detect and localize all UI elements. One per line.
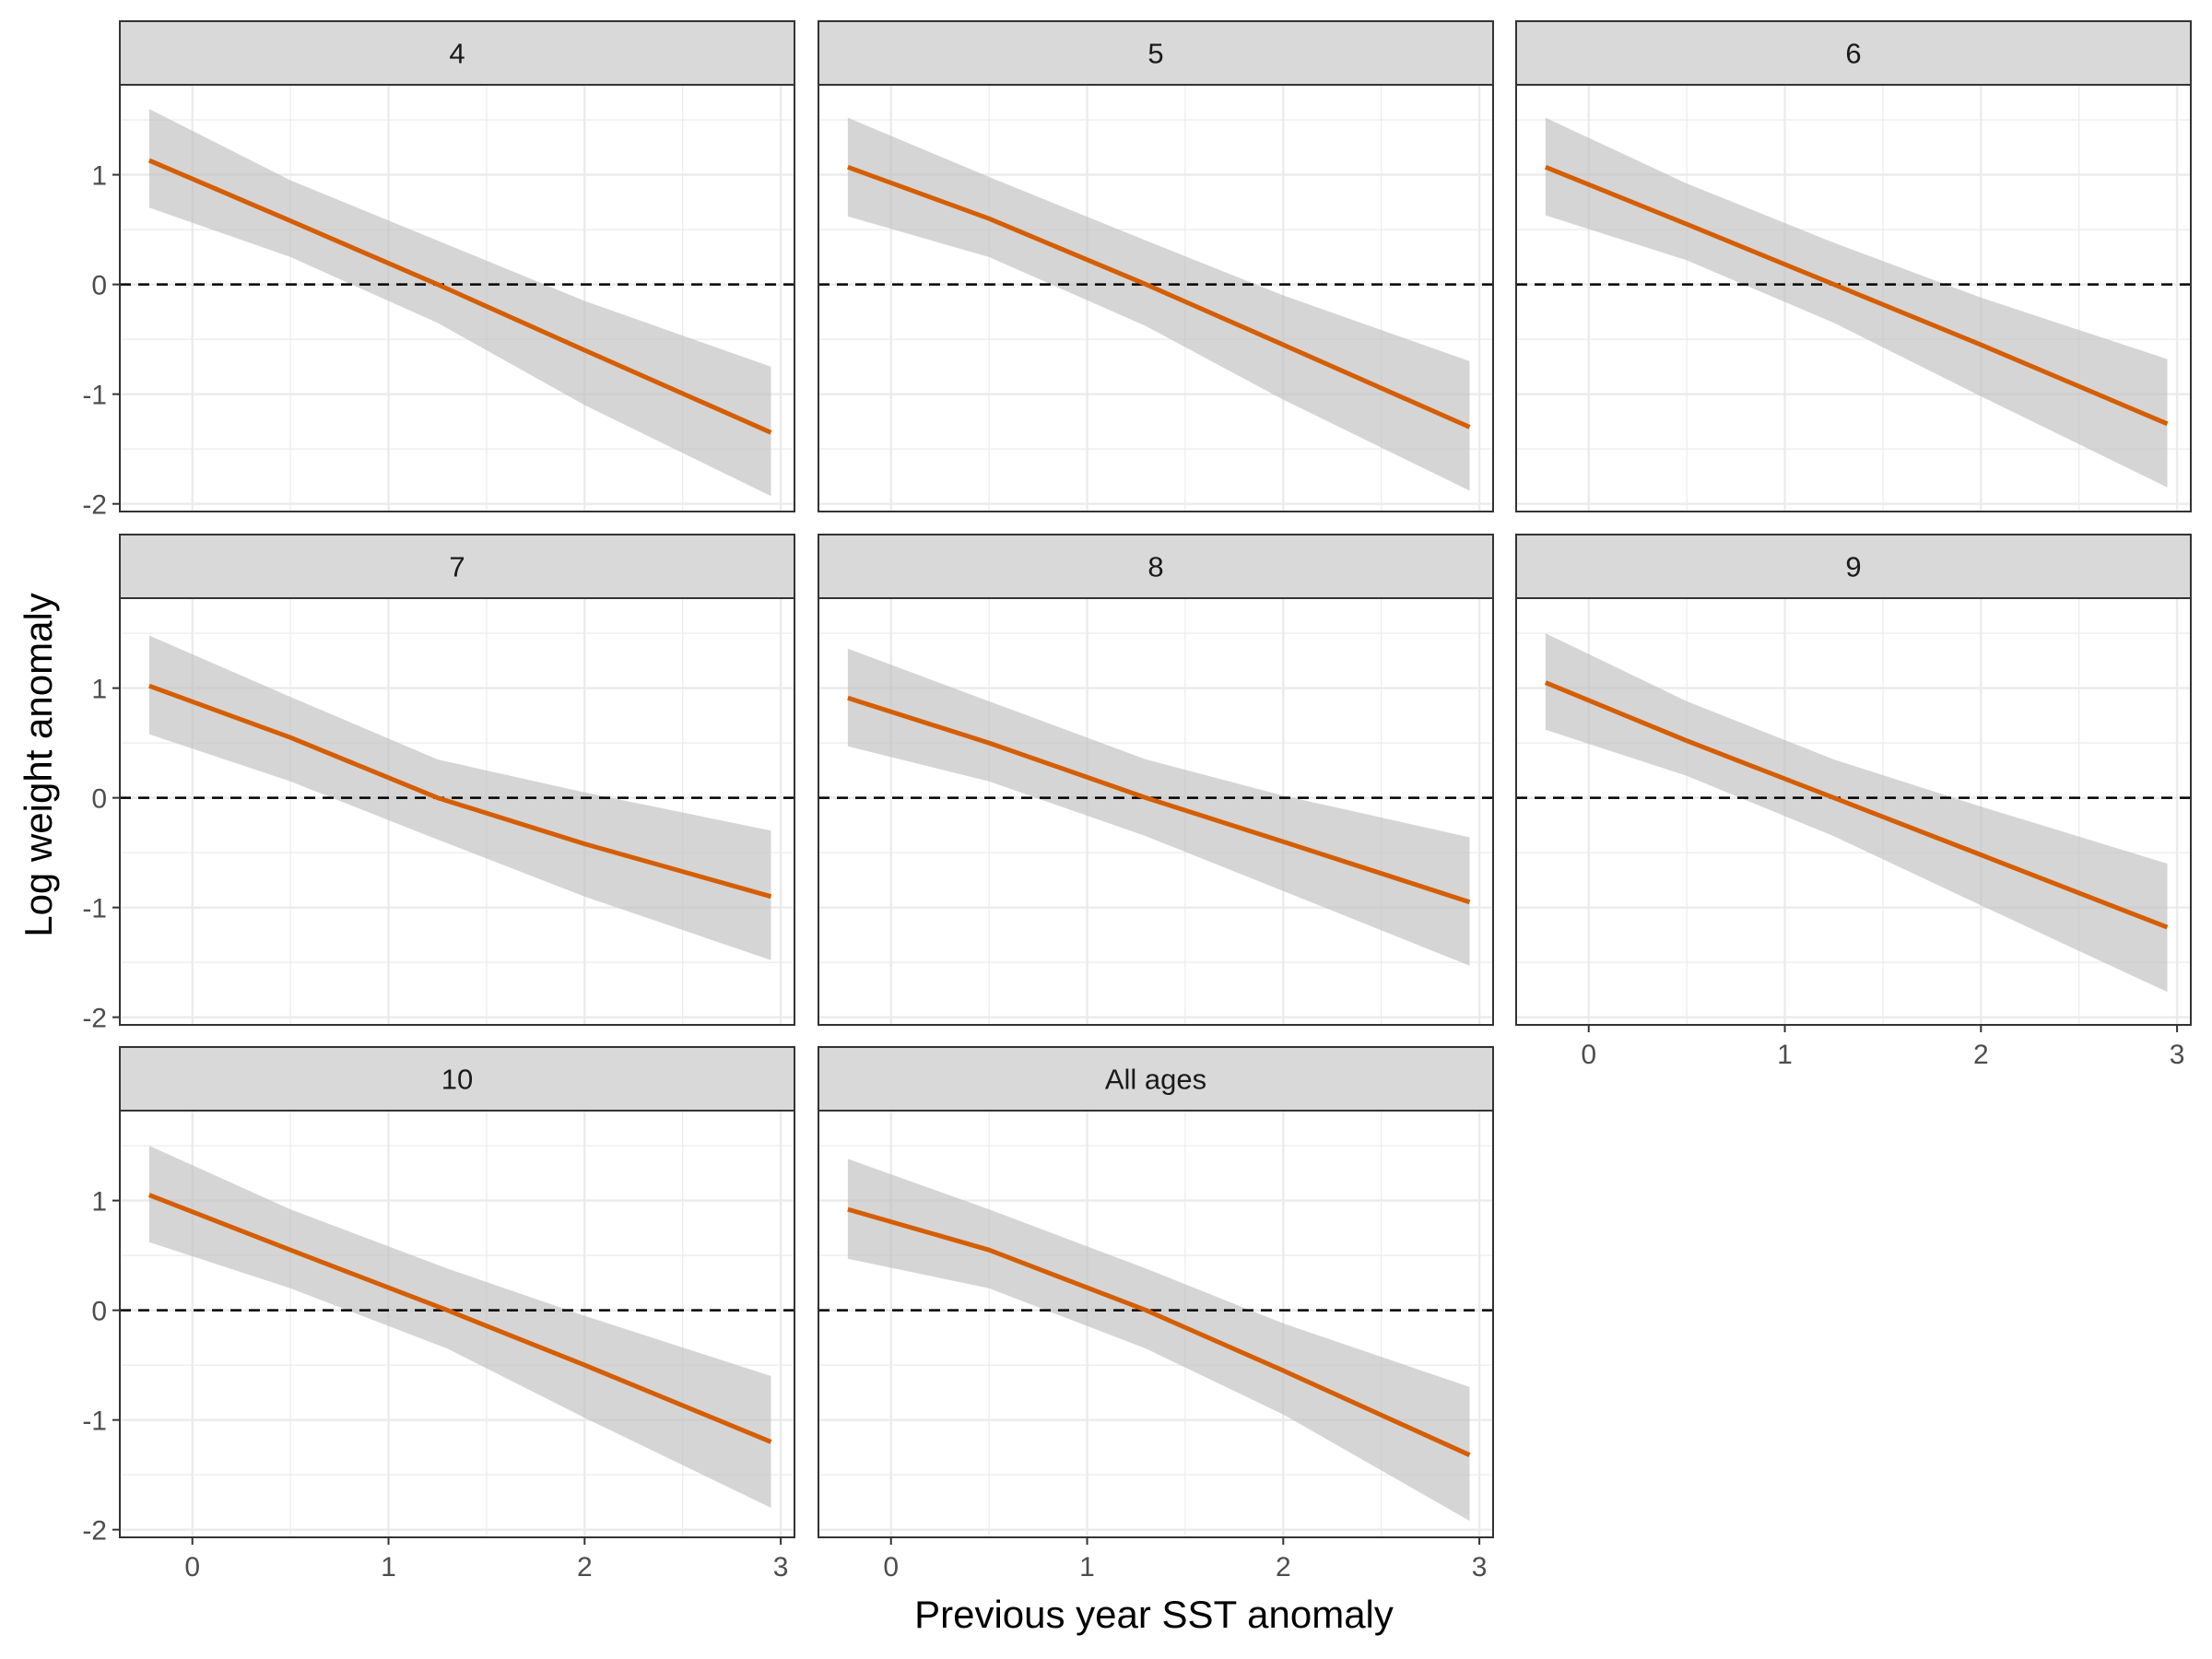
facet-strip (818, 20, 1494, 86)
x-axis-title: Previous year SST anomaly (914, 1593, 1394, 1636)
fitted-line (847, 695, 1471, 905)
facet-strip (1515, 534, 2192, 599)
panel-border (119, 1110, 795, 1538)
confidence-ribbon (148, 109, 771, 497)
facet-strip (119, 20, 795, 86)
y-tick-label: -2 (82, 1004, 107, 1034)
facet-strip-label: 9 (1845, 551, 1861, 583)
confidence-ribbon (847, 648, 1470, 966)
x-tick-label: 0 (883, 1552, 899, 1583)
x-tick-label: 3 (773, 1552, 789, 1583)
y-tick-label: -1 (82, 894, 107, 924)
fitted-line (147, 1193, 772, 1444)
fitted-line (148, 683, 772, 900)
confidence-ribbon (847, 117, 1470, 491)
facet-strip-label: 10 (441, 1064, 473, 1096)
fitted-line (1544, 680, 2169, 930)
facet-strip (1515, 20, 2192, 86)
panel-border (818, 597, 1494, 1026)
y-tick-label: -2 (82, 490, 107, 521)
fitted-line (847, 1206, 1471, 1457)
facet-panel: 9 0 1 2 3 (1515, 534, 2192, 1070)
y-tick-label: 0 (91, 271, 107, 301)
x-tick-label: 1 (381, 1552, 396, 1583)
confidence-ribbon (148, 1146, 771, 1508)
confidence-ribbon (847, 1159, 1470, 1522)
y-tick-label: 1 (91, 675, 107, 705)
facet-strip (119, 1046, 795, 1112)
x-tick-label: 1 (1777, 1040, 1793, 1070)
y-tick-label: -2 (82, 1516, 107, 1547)
facet-strip-label: 7 (449, 551, 465, 583)
y-tick-label: 0 (91, 784, 107, 815)
x-tick-label: 3 (1472, 1552, 1488, 1583)
panel-border (818, 84, 1494, 512)
x-tick-label: 0 (1581, 1040, 1596, 1070)
panel-border (119, 84, 795, 512)
x-tick-label: 1 (1079, 1552, 1095, 1583)
facet-strip-label: 6 (1845, 38, 1861, 70)
panel-border (1515, 84, 2192, 512)
confidence-ribbon (1545, 117, 2168, 488)
fitted-line (1544, 164, 2169, 427)
y-tick-label: -1 (82, 1406, 107, 1437)
facet-strip-label: 5 (1147, 38, 1163, 70)
facet-panel: 8 (818, 534, 1494, 1026)
facet-strip-label: 8 (1147, 551, 1163, 583)
y-tick-label: -1 (82, 381, 107, 411)
facet-panel: 4 -2 -1 0 1 (82, 20, 795, 521)
x-tick-label: 0 (184, 1552, 200, 1583)
y-axis-title: Log weight anomaly (17, 593, 60, 937)
facet-strip (818, 1046, 1494, 1112)
facet-panel: 5 (818, 20, 1494, 512)
facet-strip-label: All ages (1105, 1064, 1206, 1096)
panel-border (119, 597, 795, 1026)
y-tick-label: 0 (91, 1297, 107, 1327)
x-tick-label: 2 (1973, 1040, 1989, 1070)
confidence-ribbon (1545, 633, 2168, 993)
facet-strip (119, 534, 795, 599)
y-tick-label: 1 (91, 1187, 107, 1218)
fitted-line (147, 158, 772, 435)
facet-panel: 6 (1515, 20, 2192, 512)
panel-border (1515, 597, 2192, 1026)
facet-strip (818, 534, 1494, 599)
x-tick-label: 2 (577, 1552, 593, 1583)
facet-panel: 7 -2 -1 0 1 (82, 534, 795, 1034)
x-tick-label: 3 (2170, 1040, 2185, 1070)
x-tick-label: 2 (1276, 1552, 1291, 1583)
facet-panel: All ages 0 1 2 3 (818, 1046, 1494, 1583)
facet-strip-label: 4 (449, 38, 465, 70)
y-tick-label: 1 (91, 161, 107, 192)
panel-border (818, 1110, 1494, 1538)
fitted-line (847, 164, 1471, 429)
